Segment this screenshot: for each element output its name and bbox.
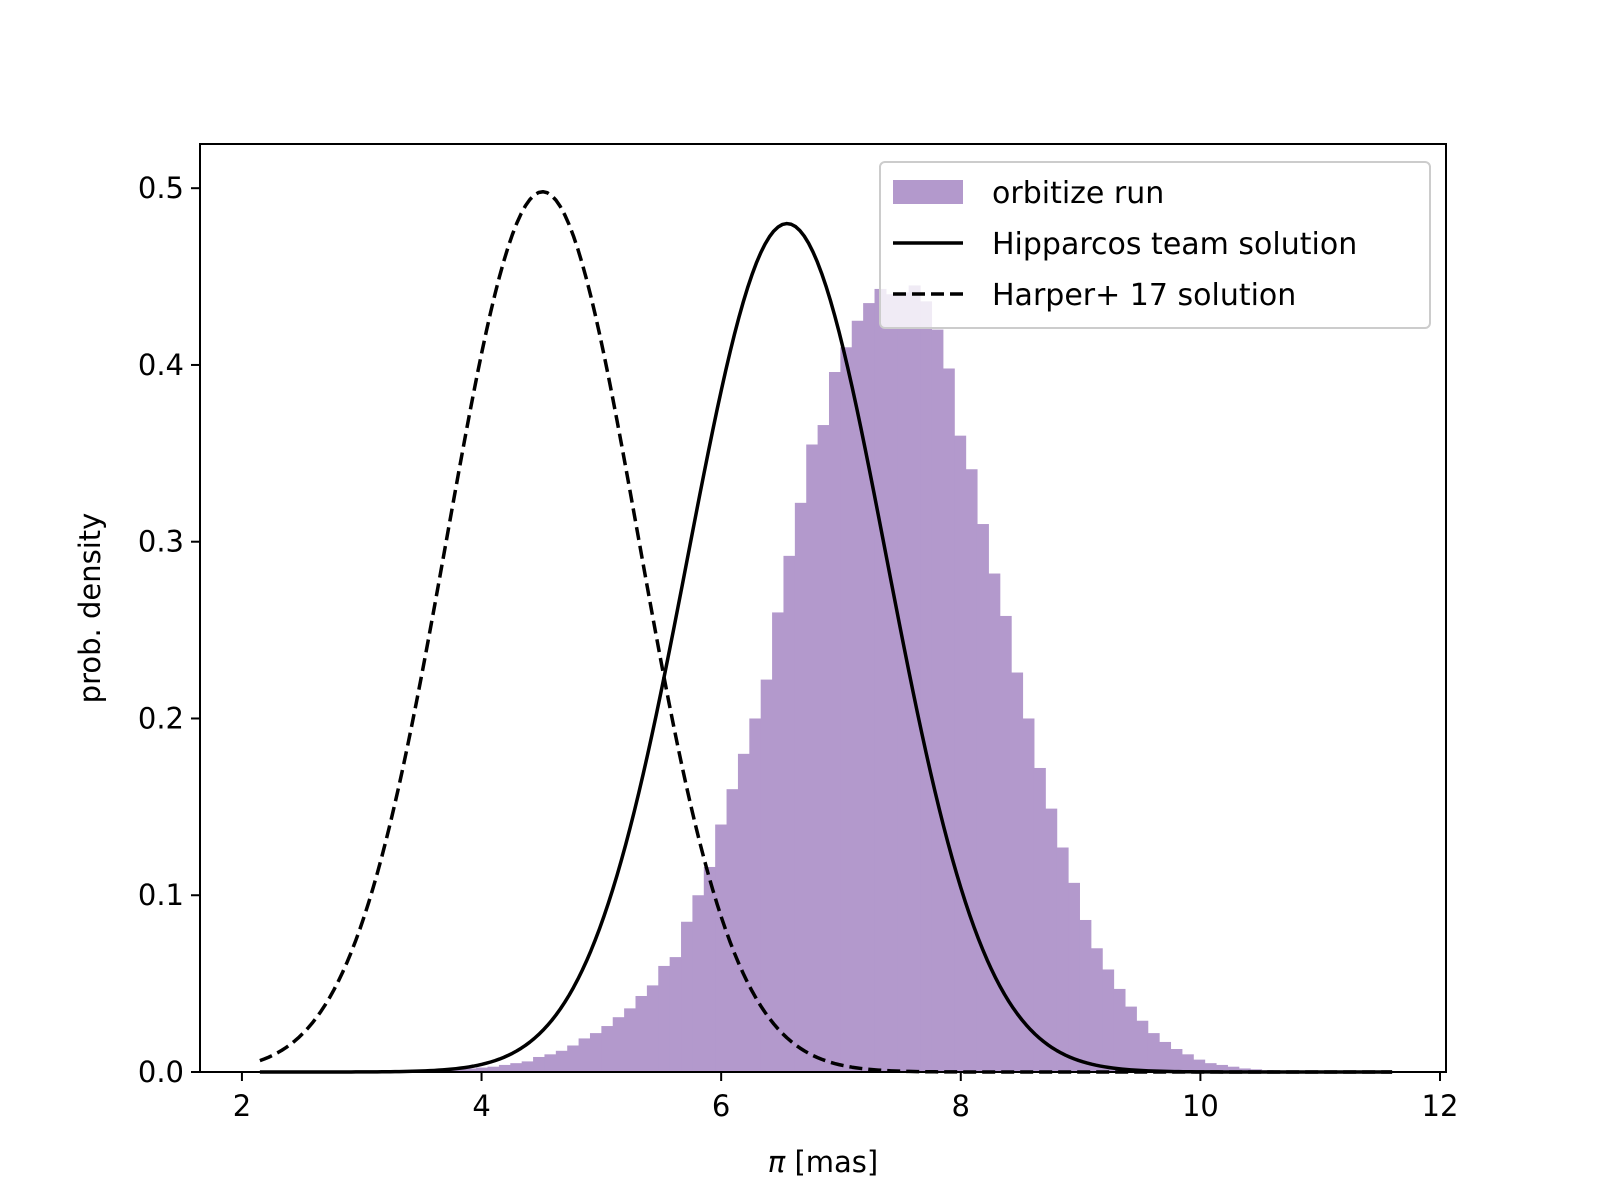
histogram-bar	[1193, 1059, 1206, 1072]
histogram-bar	[999, 615, 1012, 1072]
histogram-bar	[1170, 1049, 1183, 1072]
histogram-bar	[1090, 948, 1103, 1072]
histogram-bar	[533, 1056, 546, 1072]
legend-swatch-histogram	[893, 180, 963, 204]
y-tick-label: 0.0	[138, 1055, 184, 1089]
histogram-bar	[851, 320, 864, 1072]
histogram-bar	[988, 573, 1001, 1072]
histogram-bar	[544, 1054, 557, 1072]
histogram-bar	[1056, 847, 1069, 1072]
histogram-bar	[874, 288, 887, 1072]
y-tick-label: 0.4	[138, 348, 184, 382]
histogram-bar	[510, 1063, 523, 1072]
histogram-bar	[1215, 1064, 1228, 1072]
histogram-bar	[885, 294, 898, 1072]
y-tick-label: 0.5	[138, 171, 184, 205]
histogram-bar	[965, 469, 978, 1072]
histogram-bar	[453, 1069, 466, 1072]
histogram-bar	[1227, 1066, 1240, 1072]
x-tick-label: 8	[952, 1089, 970, 1123]
histogram-bar	[1011, 672, 1024, 1072]
x-axis-label-symbol: π	[768, 1145, 786, 1179]
histogram-bar	[817, 425, 830, 1072]
histogram-bar	[840, 347, 853, 1072]
histogram-bar	[942, 368, 955, 1072]
histogram-bar	[760, 679, 773, 1072]
histogram-bar	[1136, 1020, 1149, 1072]
legend-box	[879, 161, 1431, 329]
histogram-bar	[1033, 767, 1046, 1072]
histogram-bar	[715, 824, 728, 1072]
histogram-bar	[567, 1045, 580, 1072]
histogram-bar	[1113, 988, 1126, 1072]
histogram-bar	[703, 866, 716, 1072]
histogram-bar	[578, 1038, 591, 1072]
x-tick-label: 4	[472, 1089, 490, 1123]
histogram-bar	[1204, 1063, 1217, 1072]
histogram-bar	[1068, 882, 1080, 1072]
histogram-bar	[976, 524, 989, 1072]
x-tick-label: 2	[233, 1089, 251, 1123]
histogram-bar	[646, 985, 659, 1072]
x-tick-label: 6	[712, 1089, 730, 1123]
legend-label-histogram: orbitize run	[992, 176, 1164, 211]
histogram-bar	[737, 753, 750, 1072]
histogram-bar	[624, 1008, 637, 1072]
y-axis-label: prob. density	[73, 513, 107, 704]
histogram-bar	[589, 1033, 602, 1072]
histogram-bar	[487, 1066, 500, 1072]
y-tick-label: 0.3	[138, 525, 184, 559]
y-tick-label: 0.1	[138, 878, 184, 912]
histogram-bar	[681, 921, 694, 1072]
histogram-bar	[498, 1064, 511, 1072]
histogram-bar	[1102, 969, 1115, 1072]
x-tick-label: 12	[1422, 1089, 1459, 1123]
histogram-bar	[1159, 1041, 1172, 1072]
histogram-bar	[897, 292, 910, 1073]
histogram-bar	[931, 329, 944, 1073]
histogram-bar	[1022, 718, 1035, 1072]
histogram-bar	[521, 1061, 534, 1072]
histogram-bar	[658, 965, 671, 1072]
histogram-bar	[692, 895, 705, 1072]
histogram-bar	[1181, 1054, 1194, 1072]
legend-label-hipparcos: Hipparcos team solution	[992, 227, 1357, 262]
y-tick-label: 0.2	[138, 701, 184, 735]
histogram-bar	[863, 303, 876, 1073]
x-tick-label: 10	[1182, 1089, 1219, 1123]
histogram-bar	[476, 1067, 489, 1072]
histogram-bar	[464, 1068, 477, 1072]
histogram-bar	[920, 301, 933, 1072]
plot-frame	[199, 143, 1447, 1073]
x-axis-label-unit: [mas]	[785, 1145, 878, 1179]
histogram-bar	[954, 435, 967, 1072]
histogram-bar	[749, 718, 762, 1072]
histogram-bar	[1045, 808, 1058, 1072]
histogram-bar	[669, 957, 682, 1072]
legend: orbitize run Hipparcos team solution Har…	[879, 161, 1431, 329]
histogram-bar	[1124, 1006, 1137, 1072]
histogram-bar	[794, 502, 807, 1073]
histogram-bar	[601, 1026, 614, 1072]
histogram-bar	[612, 1017, 625, 1072]
histogram-bar	[555, 1050, 568, 1072]
histogram-bar	[828, 372, 841, 1072]
histogram-bar	[908, 285, 921, 1072]
histogram-bar	[1147, 1033, 1160, 1072]
histogram-bar	[772, 612, 785, 1072]
histogram-bar	[783, 555, 796, 1072]
histogram-bar	[726, 789, 739, 1072]
x-axis: 2 4 6 8 10 12	[233, 1072, 1459, 1123]
histogram-bar	[635, 995, 648, 1072]
legend-label-harper: Harper+ 17 solution	[992, 278, 1296, 313]
histogram-layer	[419, 285, 1388, 1073]
y-axis: 0.0 0.1 0.2 0.3 0.4 0.5	[138, 171, 200, 1089]
histogram-bar	[806, 444, 819, 1072]
x-axis-label: π [mas]	[768, 1145, 878, 1179]
histogram-bar	[1079, 919, 1092, 1072]
